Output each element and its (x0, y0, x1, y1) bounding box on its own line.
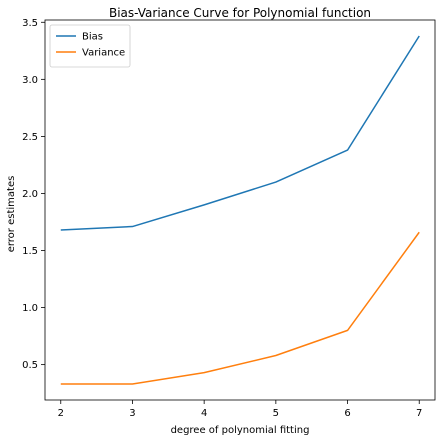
y-tick-label: 1.5 (22, 246, 38, 257)
chart-title: Bias-Variance Curve for Polynomial funct… (109, 6, 371, 20)
y-tick-label: 3.5 (22, 18, 38, 29)
legend: Bias Variance (49, 24, 131, 68)
x-tick-label: 3 (129, 408, 135, 419)
y-axis-label: error estimates (6, 176, 17, 253)
y-axis-ticks: 0.5 1.0 1.5 2.0 2.5 3.0 3.5 (22, 18, 45, 371)
x-tick-label: 5 (273, 408, 279, 419)
y-tick-label: 0.5 (22, 360, 38, 371)
series-line-bias (60, 35, 420, 231)
legend-label-variance: Variance (82, 48, 125, 59)
x-tick-label: 7 (416, 408, 422, 419)
y-tick-label: 3.0 (22, 75, 38, 86)
y-tick-label: 1.0 (22, 303, 38, 314)
series-line-variance (60, 231, 420, 385)
x-axis-label: degree of polynomial fitting (171, 425, 310, 436)
series-lines (60, 35, 420, 385)
y-tick-label: 2.5 (22, 132, 38, 143)
x-axis-ticks: 2 3 4 5 6 7 (58, 400, 422, 419)
x-tick-label: 4 (201, 408, 207, 419)
x-tick-label: 2 (58, 408, 64, 419)
x-tick-label: 6 (344, 408, 350, 419)
y-tick-label: 2.0 (22, 189, 38, 200)
legend-label-bias: Bias (82, 32, 103, 43)
plot-frame (44, 19, 436, 401)
